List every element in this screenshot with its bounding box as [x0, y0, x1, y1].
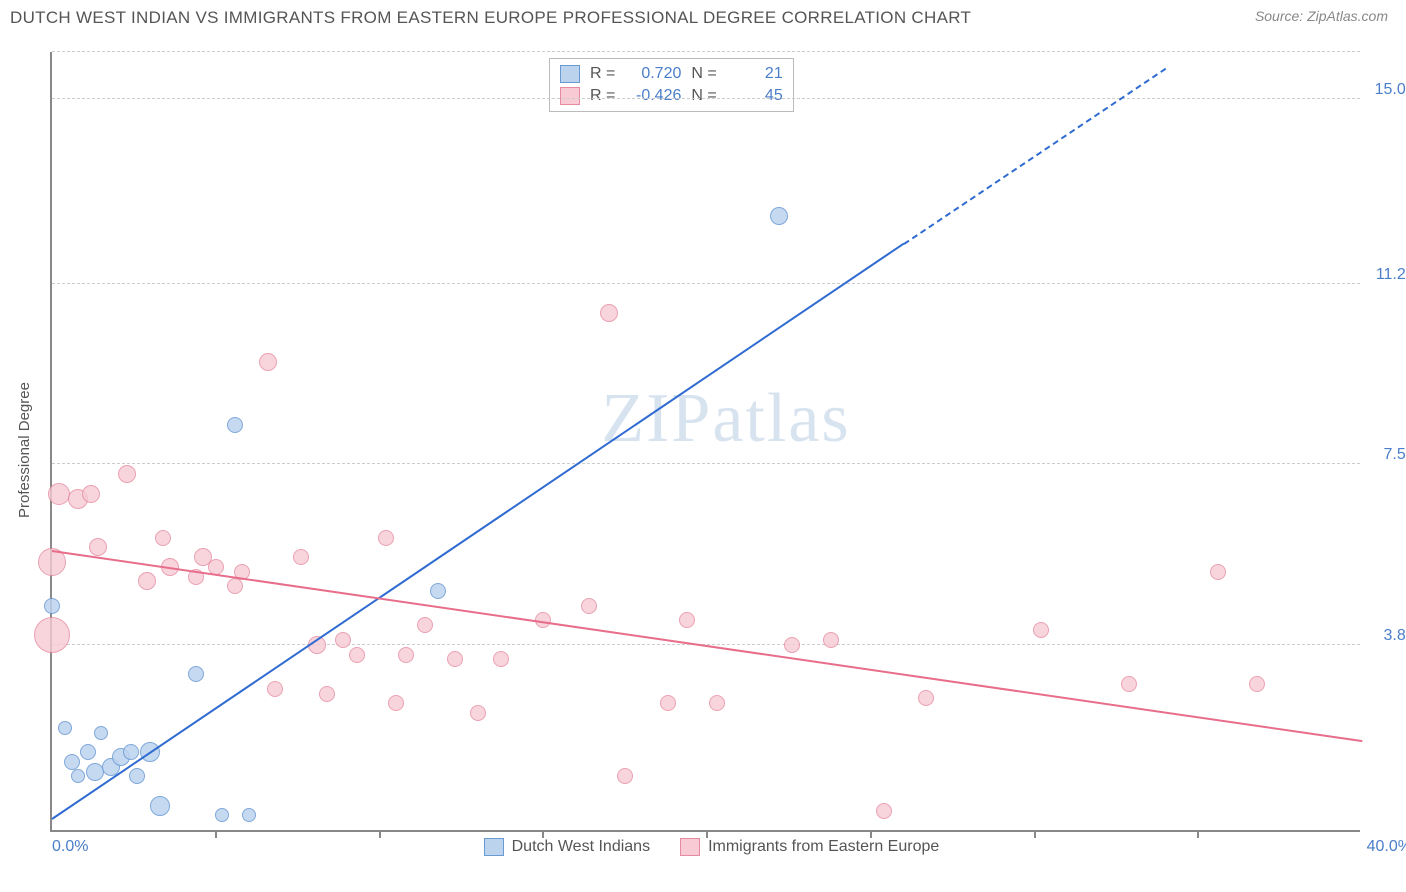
series-legend-item-dutch: Dutch West Indians: [484, 838, 650, 856]
chart-title: DUTCH WEST INDIAN VS IMMIGRANTS FROM EAS…: [10, 8, 971, 28]
plot-area: ZIPatlas R =0.720N =21R =-0.426N =45 Dut…: [50, 52, 1360, 832]
data-point-eeu: [1121, 676, 1137, 692]
data-point-eeu: [319, 686, 335, 702]
data-point-eeu: [1033, 622, 1049, 638]
data-point-dutch: [770, 207, 788, 225]
data-point-eeu: [335, 632, 351, 648]
data-point-eeu: [259, 353, 277, 371]
data-point-dutch: [215, 808, 229, 822]
series-legend: Dutch West Indians Immigrants from Easter…: [484, 838, 940, 856]
gridline-h: [52, 51, 1360, 52]
data-point-eeu: [1249, 676, 1265, 692]
data-point-eeu: [600, 304, 618, 322]
data-point-eeu: [470, 705, 486, 721]
data-point-eeu: [660, 695, 676, 711]
gridline-h: 11.2%: [52, 283, 1360, 284]
x-axis-min-label: 0.0%: [52, 838, 88, 856]
data-point-dutch: [86, 763, 104, 781]
data-point-eeu: [155, 530, 171, 546]
legend-swatch: [560, 87, 580, 105]
data-point-eeu: [784, 637, 800, 653]
data-point-dutch: [430, 583, 446, 599]
legend-row-eeu: R =-0.426N =45: [560, 85, 783, 107]
legend-swatch: [560, 65, 580, 83]
x-axis-max-label: 40.0%: [1367, 838, 1406, 856]
data-point-eeu: [493, 651, 509, 667]
r-value: 0.720: [625, 65, 681, 83]
data-point-eeu: [138, 572, 156, 590]
data-point-dutch: [80, 744, 96, 760]
data-point-eeu: [82, 485, 100, 503]
data-point-eeu: [417, 617, 433, 633]
y-tick-label: 15.0%: [1375, 81, 1406, 99]
data-point-eeu: [823, 632, 839, 648]
data-point-eeu: [293, 549, 309, 565]
data-point-eeu: [581, 598, 597, 614]
n-value: 21: [727, 65, 783, 83]
data-point-dutch: [64, 754, 80, 770]
y-tick-label: 3.8%: [1384, 627, 1406, 645]
data-point-eeu: [267, 681, 283, 697]
data-point-dutch: [44, 598, 60, 614]
data-point-eeu: [118, 465, 136, 483]
data-point-eeu: [48, 483, 70, 505]
chart-header: DUTCH WEST INDIAN VS IMMIGRANTS FROM EAS…: [0, 0, 1406, 32]
data-point-dutch: [94, 726, 108, 740]
data-point-eeu: [709, 695, 725, 711]
data-point-dutch: [150, 796, 170, 816]
series-label: Dutch West Indians: [512, 838, 650, 856]
data-point-dutch: [227, 417, 243, 433]
data-point-dutch: [188, 666, 204, 682]
legend-swatch: [680, 838, 700, 856]
data-point-dutch: [123, 744, 139, 760]
legend-swatch: [484, 838, 504, 856]
y-tick-label: 7.5%: [1384, 446, 1406, 464]
data-point-eeu: [398, 647, 414, 663]
source-attribution: Source: ZipAtlas.com: [1255, 8, 1388, 24]
y-tick-label: 11.2%: [1376, 266, 1406, 284]
gridline-h: 15.0%: [52, 98, 1360, 99]
data-point-eeu: [89, 538, 107, 556]
data-point-eeu: [876, 803, 892, 819]
legend-row-dutch: R =0.720N =21: [560, 63, 783, 85]
trend-line: [51, 243, 904, 820]
r-value: -0.426: [625, 87, 681, 105]
correlation-legend: R =0.720N =21R =-0.426N =45: [549, 58, 794, 112]
y-axis-label: Professional Degree: [16, 382, 33, 518]
trend-line: [52, 550, 1362, 742]
data-point-eeu: [388, 695, 404, 711]
data-point-eeu: [447, 651, 463, 667]
gridline-h: 7.5%: [52, 463, 1360, 464]
data-point-dutch: [71, 769, 85, 783]
data-point-dutch: [58, 721, 72, 735]
n-value: 45: [727, 87, 783, 105]
data-point-eeu: [679, 612, 695, 628]
data-point-eeu: [918, 690, 934, 706]
watermark: ZIPatlas: [601, 379, 850, 459]
data-point-eeu: [227, 578, 243, 594]
data-point-dutch: [242, 808, 256, 822]
data-point-eeu: [1210, 564, 1226, 580]
data-point-eeu: [34, 617, 70, 653]
data-point-eeu: [378, 530, 394, 546]
data-point-dutch: [129, 768, 145, 784]
data-point-eeu: [617, 768, 633, 784]
data-point-eeu: [349, 647, 365, 663]
trend-line: [903, 68, 1166, 245]
series-legend-item-eeu: Immigrants from Eastern Europe: [680, 838, 939, 856]
series-label: Immigrants from Eastern Europe: [708, 838, 939, 856]
